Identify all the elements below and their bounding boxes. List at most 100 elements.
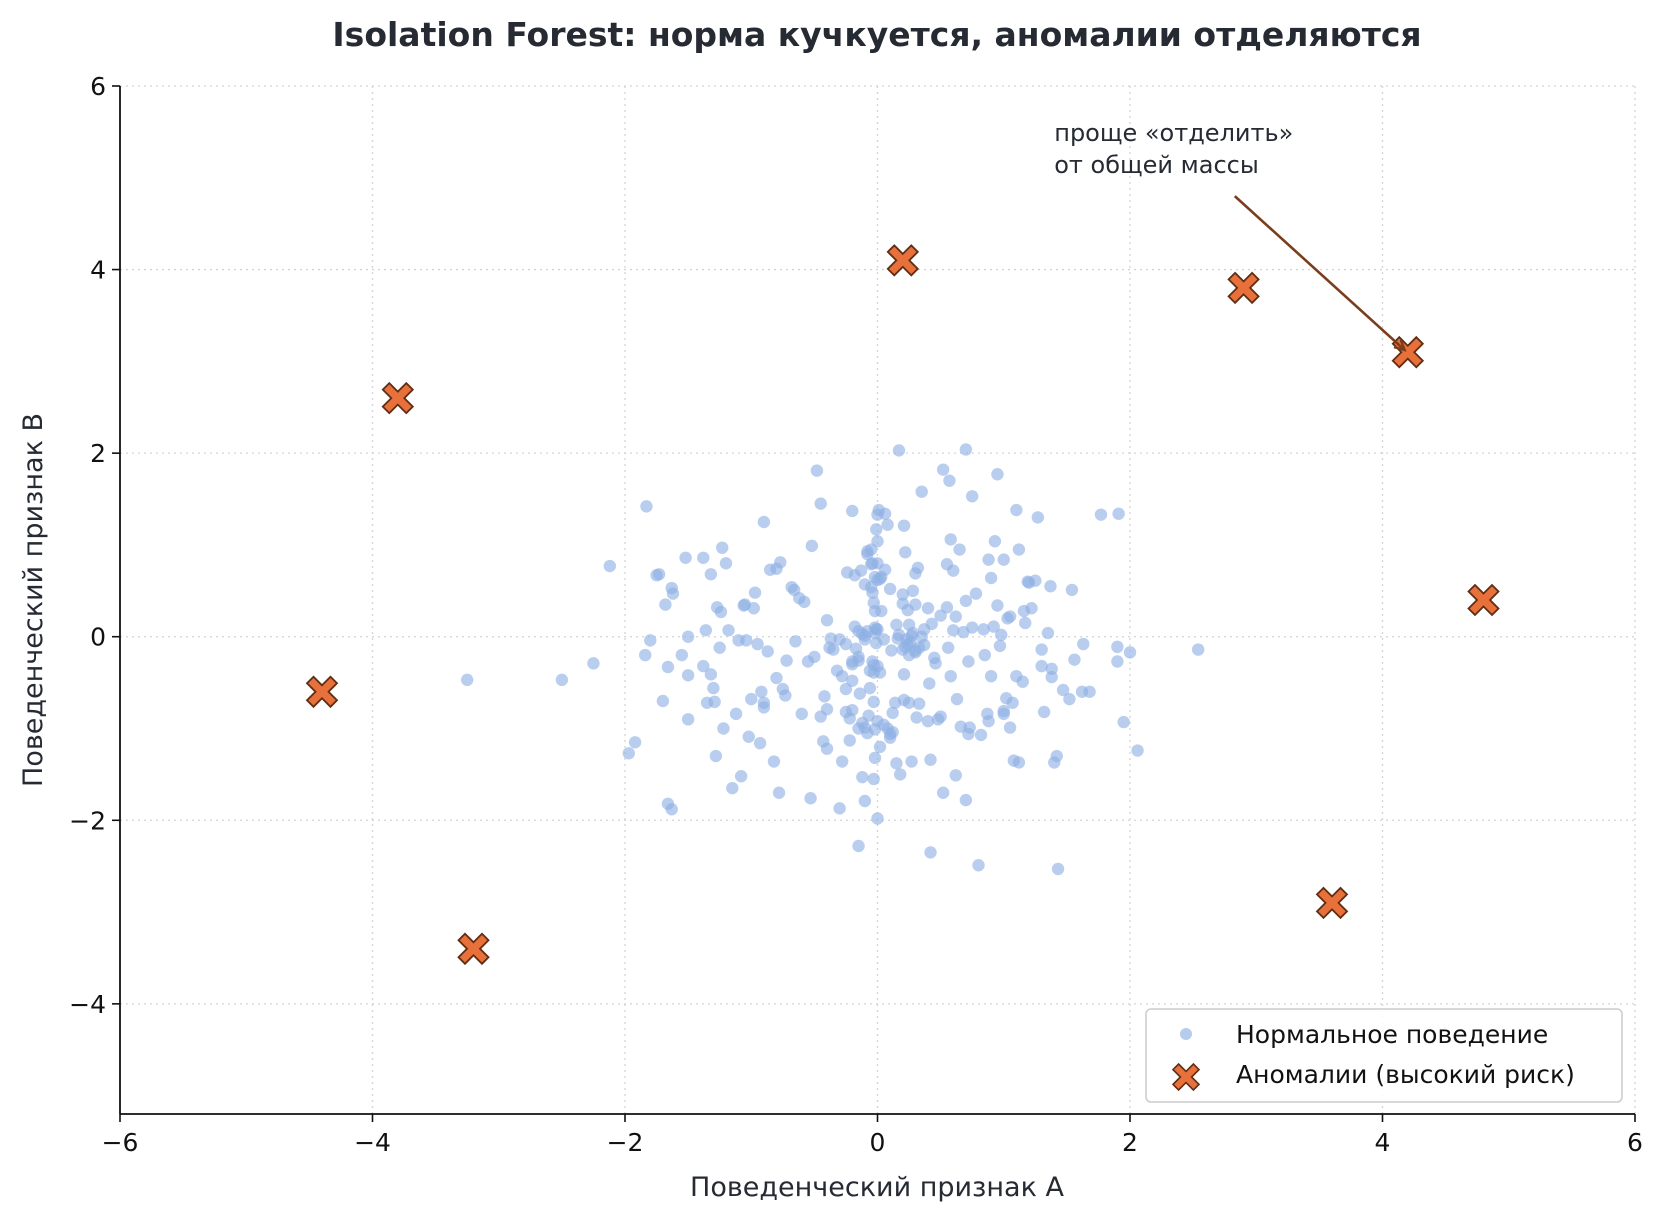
normal-point <box>726 781 739 795</box>
normal-point <box>820 742 834 755</box>
normal-point <box>1131 744 1144 757</box>
normal-point <box>890 618 903 631</box>
x-axis-label: Поведенческий признак A <box>690 1172 1064 1203</box>
normal-point <box>827 643 840 656</box>
normal-point <box>873 740 887 754</box>
normal-point <box>713 641 726 654</box>
normal-point <box>963 721 976 734</box>
normal-point <box>745 692 758 706</box>
normal-point <box>1050 749 1063 763</box>
normal-point <box>748 586 762 599</box>
normal-point <box>757 515 771 529</box>
normal-point <box>846 674 859 687</box>
normal-point <box>779 689 792 702</box>
normal-point <box>675 648 689 662</box>
normal-point <box>866 586 879 599</box>
normal-point <box>1010 503 1023 517</box>
normal-point <box>846 703 859 717</box>
normal-point <box>772 786 786 799</box>
normal-point <box>1003 610 1017 623</box>
normal-point <box>652 568 666 581</box>
normal-point <box>1035 643 1048 656</box>
normal-point <box>894 768 907 781</box>
normal-point <box>993 639 1007 653</box>
normal-point <box>899 546 912 559</box>
normal-point <box>902 696 916 709</box>
normal-point <box>789 635 802 648</box>
normal-point <box>984 669 998 683</box>
normal-point <box>997 704 1010 718</box>
normal-point <box>897 668 911 681</box>
normal-point <box>1025 602 1038 615</box>
anomaly-point <box>1227 271 1260 305</box>
normal-point <box>962 655 975 668</box>
normal-point <box>878 563 892 576</box>
y-tick-label: 2 <box>90 439 106 468</box>
anomaly-point <box>381 381 415 415</box>
normal-point <box>911 561 925 575</box>
normal-point <box>774 556 787 569</box>
y-tick-label: 4 <box>90 256 106 285</box>
normal-point <box>846 504 859 518</box>
x-tick-label: 4 <box>1375 1128 1391 1157</box>
normal-point <box>875 604 888 618</box>
normal-point <box>1045 662 1058 676</box>
normal-point <box>843 734 856 747</box>
normal-point <box>905 755 918 768</box>
normal-point <box>918 638 931 652</box>
normal-point <box>909 598 922 611</box>
normal-point <box>818 690 831 703</box>
normal-point <box>897 519 911 532</box>
normal-point <box>871 535 884 548</box>
normal-point <box>1006 696 1019 709</box>
normal-point <box>644 634 657 647</box>
normal-point <box>867 772 880 786</box>
normal-point <box>988 535 1002 548</box>
normal-point <box>885 644 898 657</box>
normal-point <box>753 736 767 750</box>
normal-point <box>1077 637 1090 651</box>
normal-point <box>1051 862 1065 876</box>
normal-point <box>1083 685 1096 698</box>
normal-point <box>984 571 998 585</box>
legend-frame <box>1145 1008 1623 1103</box>
normal-point <box>808 650 821 664</box>
normal-point <box>1019 616 1032 630</box>
normal-point <box>820 703 834 716</box>
normal-point <box>603 559 617 573</box>
annotation-text-line-2: от общей массы <box>1054 151 1259 179</box>
normal-point <box>717 722 730 735</box>
normal-point <box>681 630 695 643</box>
normal-point <box>810 464 824 477</box>
normal-point <box>734 770 748 783</box>
normal-point <box>995 628 1008 642</box>
normal-point <box>868 751 882 765</box>
normal-point <box>679 551 692 564</box>
normal-point <box>757 696 771 709</box>
normal-point <box>965 621 979 634</box>
normal-point <box>982 553 995 566</box>
normal-point <box>853 687 867 700</box>
y-tick-label: 0 <box>90 623 106 652</box>
annotation: проще «отделить» от общей массы <box>1054 119 1404 349</box>
normal-point <box>622 747 635 760</box>
normal-point <box>1111 655 1124 668</box>
normal-point <box>863 681 877 695</box>
normal-point <box>974 728 988 742</box>
x-tick-label: −4 <box>354 1128 391 1157</box>
normal-point <box>947 564 960 577</box>
normal-point <box>873 666 887 679</box>
normal-point <box>770 671 783 685</box>
normal-point <box>666 587 680 600</box>
normal-point <box>805 539 819 553</box>
normal-point <box>1044 580 1057 593</box>
normal-point <box>761 645 774 658</box>
normal-point <box>883 582 897 596</box>
normal-point <box>969 587 983 600</box>
normal-point <box>881 518 894 531</box>
normal-point <box>871 623 884 636</box>
normal-point <box>795 707 808 721</box>
normal-point <box>719 557 733 570</box>
normal-point <box>699 624 712 637</box>
